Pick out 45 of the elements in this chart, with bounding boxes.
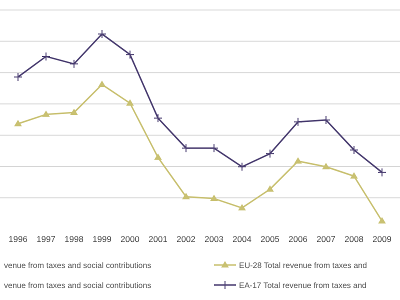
text: venue from taxes and social contributions (4, 261, 152, 270)
point (378, 218, 386, 224)
point (98, 30, 106, 38)
legend-label: EU-28 Total revenue from taxes and (239, 261, 367, 270)
x-tick-label: 2001 (148, 234, 168, 244)
x-tick-label: 2006 (288, 234, 308, 244)
x-tick-label: 2008 (344, 234, 364, 244)
x-tick-label: 1999 (92, 234, 112, 244)
point (126, 100, 134, 106)
point (70, 109, 78, 116)
point (210, 144, 218, 153)
x-tick-label: 2000 (120, 234, 140, 244)
point (266, 186, 274, 192)
x-tick-label: 2005 (260, 234, 280, 244)
point (266, 149, 274, 158)
point (378, 168, 386, 177)
point (238, 162, 246, 172)
point (294, 117, 302, 126)
point (14, 72, 22, 82)
point (126, 50, 134, 60)
point (70, 59, 78, 68)
point (322, 163, 330, 170)
point (14, 120, 22, 126)
point (182, 144, 190, 153)
point (42, 110, 50, 117)
point (350, 145, 358, 154)
point (42, 52, 50, 61)
x-tick-label: 2004 (232, 234, 252, 244)
legend-label: EA-17 Total revenue from taxes and (239, 281, 366, 290)
x-tick-label: 2009 (372, 234, 392, 244)
point (294, 158, 302, 164)
point (182, 193, 190, 200)
point (350, 172, 358, 179)
x-tick-label: 2002 (176, 234, 196, 244)
point (98, 80, 106, 87)
x-tick-label: 1996 (8, 234, 28, 244)
point (154, 114, 162, 123)
point (238, 204, 246, 210)
x-tick-label: 1998 (64, 234, 84, 244)
point (154, 154, 162, 160)
text: venue from taxes and social contributions (4, 281, 152, 290)
x-tick-label: 2003 (204, 234, 224, 244)
x-tick-label: 1997 (36, 234, 56, 244)
x-tick-label: 2007 (316, 234, 336, 244)
point (210, 195, 218, 202)
